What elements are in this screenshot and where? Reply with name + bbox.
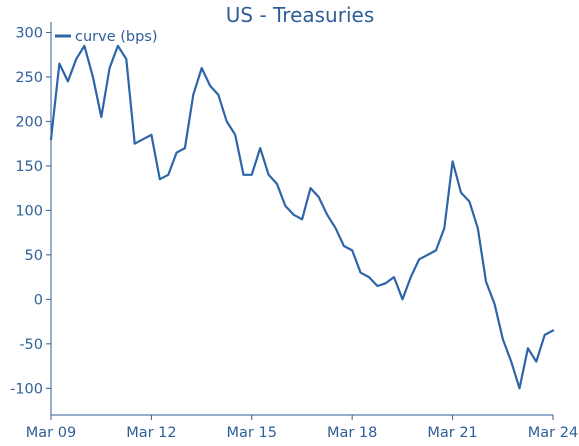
x-tick-label: Mar 21 <box>427 425 477 441</box>
x-tick-label: Mar 15 <box>227 425 277 441</box>
y-tick-label: -50 <box>19 337 43 353</box>
x-tick-label: Mar 18 <box>327 425 377 441</box>
y-tick-label: 0 <box>34 292 43 308</box>
y-tick-label: 50 <box>25 248 43 264</box>
legend-label: curve (bps) <box>75 29 158 45</box>
chart-title: US - Treasuries <box>226 3 375 27</box>
x-tick-label: Mar 12 <box>126 425 176 441</box>
y-tick-label: 300 <box>15 25 43 41</box>
y-tick-label: 250 <box>15 70 43 86</box>
y-tick-label: 150 <box>15 159 43 175</box>
x-tick-label: Mar 09 <box>26 425 76 441</box>
y-tick-label: -100 <box>10 381 43 397</box>
axes: -100 -50 0 50 100 150 200 250 300 Mar 09 Mar 12 Mar… <box>10 22 578 441</box>
y-tick-label: 200 <box>15 114 43 130</box>
plot-area <box>49 44 555 390</box>
series-line-0 <box>49 44 555 390</box>
legend: curve (bps) <box>55 29 158 45</box>
x-tick-label: Mar 24 <box>528 425 578 441</box>
y-tick-label: 100 <box>15 203 43 219</box>
